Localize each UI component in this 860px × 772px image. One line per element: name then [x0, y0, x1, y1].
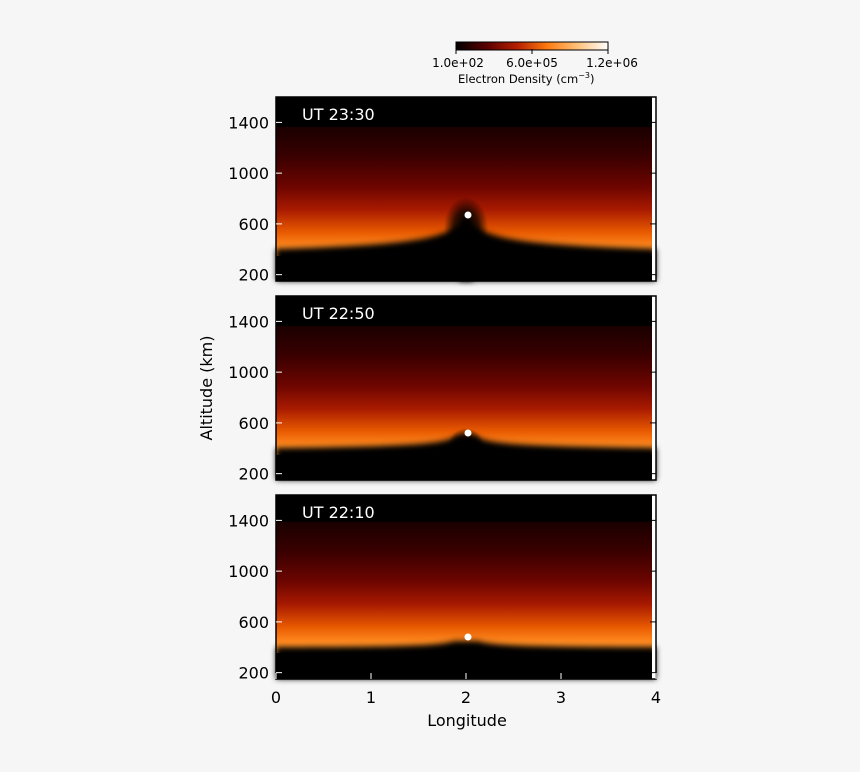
- colorbar-label-main: Electron Density (cm: [458, 72, 578, 86]
- axes: 2006001000140020060010001400200600100014…: [228, 113, 661, 707]
- y-axis-label: Altitude (km): [197, 336, 216, 441]
- colorbar-label-exponent: −3: [578, 71, 590, 80]
- x-tick-label: 4: [651, 688, 661, 707]
- x-tick-label: 3: [556, 688, 566, 707]
- heatmap-panel: UT 22:10: [275, 494, 657, 680]
- y-tick-label: 1000: [228, 363, 269, 382]
- heatmap-panel: UT 22:50: [275, 295, 657, 481]
- x-tick-label: 1: [366, 688, 376, 707]
- colorbar-tick-label: 1.2e+06: [586, 56, 638, 70]
- panel-time-label: UT 22:50: [302, 304, 375, 323]
- plasma-marker: [464, 429, 472, 437]
- x-tick-label: 0: [271, 688, 281, 707]
- y-tick-label: 1000: [228, 562, 269, 581]
- y-tick-label: 600: [238, 613, 269, 632]
- panel-time-label: UT 23:30: [302, 105, 375, 124]
- y-tick-label: 200: [238, 266, 269, 285]
- colorbar-label-close: ): [590, 72, 595, 86]
- colorbar-tick-label: 6.0e+05: [506, 56, 558, 70]
- y-tick-label: 200: [238, 465, 269, 484]
- colorbar-label: Electron Density (cm−3): [458, 71, 595, 86]
- y-tick-label: 1400: [228, 511, 269, 530]
- x-tick-label: 2: [461, 688, 471, 707]
- plasma-marker: [464, 633, 472, 641]
- x-axis-label: Longitude: [427, 711, 507, 730]
- y-tick-label: 1400: [228, 312, 269, 331]
- y-tick-label: 600: [238, 215, 269, 234]
- y-tick-label: 1000: [228, 164, 269, 183]
- heatmap-panel: UT 23:30: [275, 96, 657, 282]
- y-tick-label: 600: [238, 414, 269, 433]
- plasma-marker: [464, 211, 472, 219]
- colorbar-gradient: [455, 41, 609, 51]
- y-tick-label: 1400: [228, 113, 269, 132]
- panel-time-label: UT 22:10: [302, 503, 375, 522]
- y-tick-label: 200: [238, 664, 269, 683]
- colorbar-tick-label: 1.0e+02: [432, 56, 484, 70]
- colorbar: 1.0e+02 6.0e+05 1.2e+06 Electron Density…: [432, 41, 638, 86]
